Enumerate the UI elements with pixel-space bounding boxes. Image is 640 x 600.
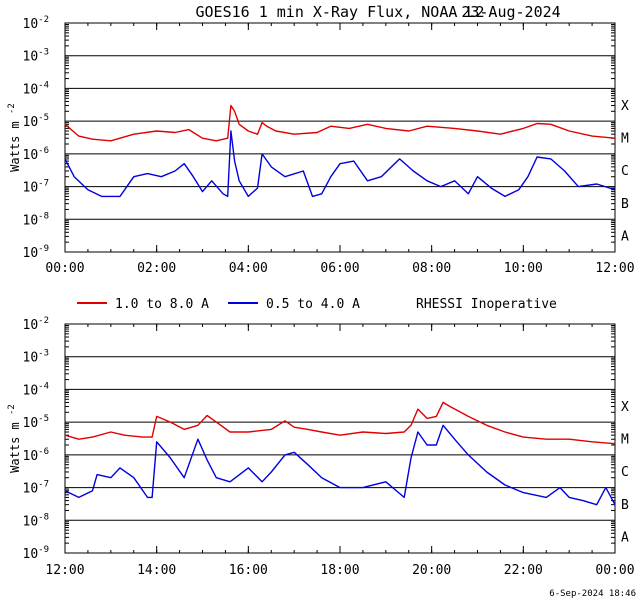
upper-panel: 10-9 10-8 10-7 10-6 10-5 10-4 10-3 10-2 Watts m … (7, 15, 635, 276)
chart-title: GOES16 1 min X-Ray Flux, NOAA L2 (196, 3, 485, 21)
x-tick-label: 06:00 (320, 261, 359, 276)
series-line-short (64, 130, 616, 198)
lower-panel: 10-9 10-8 10-7 10-6 10-5 10-4 10-3 10-2 Watts m … (7, 316, 635, 578)
legend-note: RHESSI Inoperative (416, 297, 557, 312)
y-tick-label: 10-4 (23, 80, 50, 97)
y-tick-label: 10-5 (23, 414, 50, 431)
flare-class-label: M (621, 132, 629, 147)
y-tick-label: 10-6 (23, 146, 50, 163)
y-tick-label: 10-8 (23, 211, 50, 228)
flare-class-label: A (621, 531, 629, 546)
x-tick-label: 12:00 (45, 563, 84, 578)
footer-timestamp: 6-Sep-2024 18:46 (549, 589, 636, 599)
x-tick-label: 02:00 (137, 261, 176, 276)
y-tick-label: 10-3 (23, 48, 50, 65)
y-tick-label: 10-4 (23, 381, 50, 398)
x-tick-label: 00:00 (45, 261, 84, 276)
y-axis-label: Watts m -2 (7, 404, 22, 473)
legend-short-label: 0.5 to 4.0 A (266, 297, 360, 312)
series-line-short (64, 424, 616, 506)
y-axis-label: Watts m -2 (7, 103, 22, 172)
legend: 1.0 to 8.0 A 0.5 to 4.0 A RHESSI Inopera… (77, 297, 557, 312)
x-tick-label: 18:00 (320, 563, 359, 578)
flare-class-label: X (621, 400, 629, 415)
series-line-long (64, 401, 616, 445)
x-tick-label: 00:00 (595, 563, 634, 578)
y-tick-label: 10-3 (23, 349, 50, 366)
x-tick-label: 04:00 (229, 261, 268, 276)
x-tick-label: 20:00 (412, 563, 451, 578)
x-tick-label: 14:00 (137, 563, 176, 578)
flare-class-label: B (621, 498, 629, 513)
y-tick-label: 10-2 (23, 316, 50, 333)
flare-class-label: B (621, 197, 629, 212)
plot-frame (64, 22, 616, 253)
flare-class-label: C (621, 164, 629, 179)
legend-long-label: 1.0 to 8.0 A (115, 297, 209, 312)
flare-class-label: A (621, 230, 629, 245)
x-tick-label: 08:00 (412, 261, 451, 276)
flare-class-label: M (621, 433, 629, 448)
y-tick-label: 10-5 (23, 113, 50, 130)
y-tick-label: 10-9 (23, 244, 50, 261)
flare-class-label: X (621, 99, 629, 114)
flare-class-label: C (621, 465, 629, 480)
series-line-long (64, 104, 616, 142)
y-tick-label: 10-7 (23, 179, 50, 196)
y-tick-label: 10-7 (23, 480, 50, 497)
x-tick-label: 10:00 (504, 261, 543, 276)
y-tick-label: 10-6 (23, 447, 50, 464)
x-tick-label: 16:00 (229, 563, 268, 578)
y-tick-label: 10-2 (23, 15, 50, 32)
y-tick-label: 10-8 (23, 512, 50, 529)
x-tick-label: 22:00 (504, 563, 543, 578)
x-tick-label: 12:00 (595, 261, 634, 276)
y-tick-label: 10-9 (23, 545, 50, 562)
chart-date: 23-Aug-2024 (461, 3, 560, 21)
